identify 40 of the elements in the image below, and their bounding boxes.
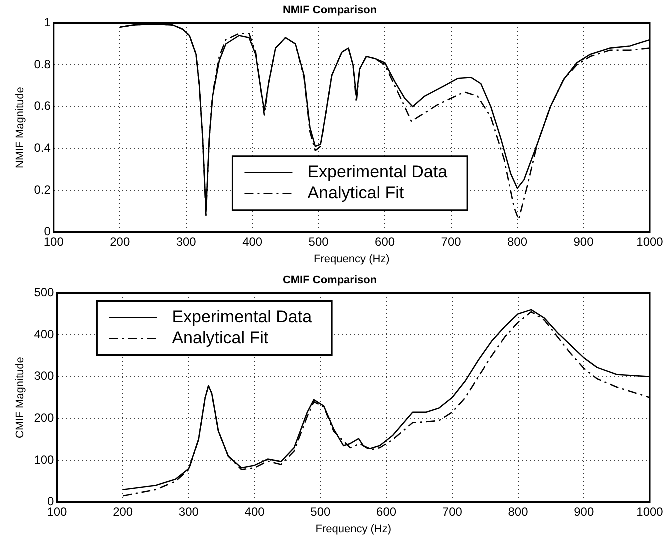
x-tick-label: 300: [176, 234, 197, 249]
y-tick-label: 0.4: [34, 141, 52, 156]
x-tick-label: 600: [376, 504, 397, 519]
legend-label: Experimental Data: [308, 162, 448, 182]
y-tick-label: 0.6: [34, 99, 52, 114]
x-tick-label: 600: [375, 234, 396, 249]
y-tick-label: 400: [34, 327, 55, 342]
x-tick-label: 200: [113, 504, 134, 519]
legend-label: Experimental Data: [172, 307, 313, 326]
y-tick-label: 300: [34, 369, 55, 384]
x-axis-title: Frequency (Hz): [316, 523, 392, 536]
y-tick-label: 0.2: [34, 182, 52, 197]
y-axis-title: NMIF Magnitude: [14, 87, 27, 168]
y-tick-label: 0: [44, 224, 52, 239]
x-tick-label: 700: [441, 234, 462, 249]
y-tick-label: 1: [44, 16, 52, 30]
chart-title: CMIF Comparison: [282, 274, 378, 287]
chart-title: NMIF Comparison: [282, 4, 378, 17]
y-tick-label: 0: [48, 494, 55, 509]
x-tick-label: 1000: [636, 504, 664, 519]
x-tick-label: 900: [574, 504, 594, 519]
x-tick-label: 700: [442, 504, 463, 519]
legend-label: Analytical Fit: [308, 184, 404, 203]
y-tick-label: 500: [34, 286, 55, 300]
x-tick-label: 400: [242, 234, 263, 249]
x-tick-label: 900: [574, 234, 594, 249]
y-axis-title: CMIF Magnitude: [14, 357, 27, 438]
x-tick-label: 500: [308, 234, 330, 249]
x-tick-label: 1000: [636, 234, 664, 249]
legend-label: Analytical Fit: [172, 328, 269, 348]
x-tick-label: 200: [110, 234, 130, 249]
y-tick-label: 0.8: [34, 57, 52, 72]
y-tick-label: 200: [34, 411, 55, 426]
x-tick-label: 500: [310, 504, 332, 519]
x-tick-label: 800: [508, 234, 528, 249]
x-tick-label: 300: [178, 504, 200, 519]
x-tick-label: 800: [508, 504, 529, 519]
y-tick-label: 100: [34, 452, 55, 467]
x-tick-label: 400: [244, 504, 266, 519]
x-axis-title: Frequency (Hz): [314, 253, 390, 266]
